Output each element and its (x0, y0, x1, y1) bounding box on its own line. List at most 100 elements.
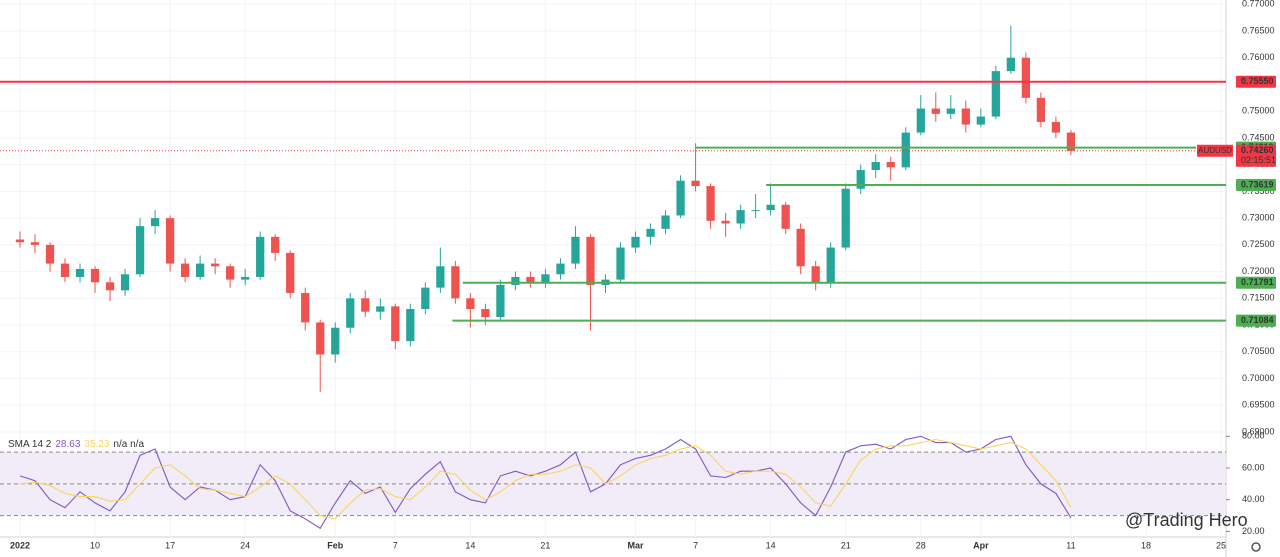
symbol-label: AUDUSD (1198, 146, 1232, 155)
level-label: 0.71084 (1241, 315, 1274, 325)
y-tick-label: 0.75000 (1242, 106, 1275, 116)
candle-body (1066, 132, 1076, 151)
candle-body (75, 268, 85, 277)
candle-body (706, 186, 715, 221)
candle-body (15, 239, 25, 243)
y-tick-label: 0.70000 (1242, 373, 1275, 383)
y-tick-label: 0.76500 (1242, 25, 1275, 35)
candle-body (931, 108, 940, 114)
candle-body (165, 218, 175, 264)
x-tick-label: 10 (90, 540, 100, 550)
watermark: @Trading Hero (1125, 510, 1248, 530)
candle-body (661, 215, 670, 229)
y-tick-label: 0.69500 (1242, 400, 1275, 410)
level-tag (1236, 75, 1276, 88)
y-tick-label: 0.72500 (1242, 239, 1275, 249)
candle-body (961, 108, 970, 125)
candle-body (646, 228, 655, 237)
candle-body (60, 263, 70, 277)
candle-body (286, 252, 295, 293)
candle-body (991, 71, 1000, 117)
candle-body (721, 220, 730, 224)
candle-body (616, 247, 625, 280)
candle-body (1051, 121, 1061, 133)
candle-body (586, 236, 595, 285)
candle-body (781, 204, 790, 229)
candle-body (766, 204, 775, 211)
settings-icon[interactable] (1251, 542, 1261, 552)
candle-body (211, 263, 220, 267)
candle-body (856, 170, 865, 189)
rsi-line (19, 438, 1072, 520)
candle-body (481, 309, 490, 318)
x-tick-label: 7 (393, 540, 398, 550)
candle-body (676, 180, 685, 216)
candle-body (271, 236, 280, 253)
candle-body (751, 210, 760, 212)
candle-body (196, 263, 205, 277)
rsi-tick-label: 60.00 (1242, 462, 1265, 472)
x-tick-label: 7 (693, 540, 698, 550)
level-label: 0.71791 (1241, 277, 1274, 287)
candle-body (796, 228, 805, 267)
candle-body (90, 268, 100, 283)
candle-body (406, 309, 415, 342)
candle-body (301, 292, 310, 323)
x-tick-label: 17 (165, 540, 175, 550)
level-label: 0.75550 (1241, 76, 1274, 86)
x-tick-label: 2022 (10, 540, 30, 550)
level-tag (1236, 179, 1276, 192)
candle-body (916, 108, 925, 133)
gear[interactable] (1251, 542, 1261, 552)
candle-body (976, 116, 985, 125)
last-price-tag (1236, 144, 1276, 167)
y-tick-label: 0.69000 (1242, 426, 1275, 436)
candle-body (376, 306, 385, 312)
y-tick-label: 0.71500 (1242, 293, 1275, 303)
candle-body (1036, 97, 1046, 122)
candle-body (391, 306, 400, 342)
legend-item: SMA 14 2 (8, 439, 52, 450)
candle-body (556, 263, 565, 275)
candle-body (150, 218, 160, 227)
candle-body (105, 282, 115, 291)
candle-body (436, 266, 445, 288)
candle-body (541, 274, 550, 283)
candle-body (256, 236, 265, 277)
candle-body (736, 210, 745, 224)
y-tick-label: 0.72000 (1242, 266, 1275, 276)
candle-body (571, 236, 580, 264)
candle-body (526, 276, 535, 283)
y-tick-label: 0.70500 (1242, 346, 1275, 356)
candle-body (631, 236, 640, 248)
x-tick-label: Mar (628, 540, 645, 550)
y-tick-label: 0.76000 (1242, 52, 1275, 62)
y-tick-label: 0.73000 (1242, 213, 1275, 223)
candle-body (811, 266, 820, 283)
x-tick-label: 25 (1216, 540, 1226, 550)
candle-body (886, 162, 895, 168)
x-tick-label: 11 (1066, 540, 1075, 550)
candle-body (841, 188, 850, 248)
countdown: 02:15:51 (1241, 155, 1276, 165)
candle-body (361, 298, 370, 312)
x-tick-label: Apr (973, 540, 989, 550)
level-tag (1236, 314, 1276, 327)
y-tick-label: 0.77000 (1242, 0, 1275, 9)
symbol-tag (1197, 144, 1233, 157)
candle-body (241, 276, 250, 280)
candle-body (496, 284, 505, 318)
candle-body (331, 327, 340, 355)
legend-item: 28.63 (55, 439, 80, 450)
x-tick-label: 14 (465, 540, 475, 550)
candle-body (901, 132, 910, 168)
x-tick-label: 21 (841, 540, 851, 550)
x-tick-label: 28 (916, 540, 926, 550)
level-label: 0.73619 (1241, 179, 1274, 189)
candle-body (511, 276, 520, 285)
candle-body (466, 298, 475, 310)
x-tick-label: 18 (1141, 540, 1151, 550)
x-tick-label: 21 (540, 540, 550, 550)
level-tag (1236, 276, 1276, 289)
